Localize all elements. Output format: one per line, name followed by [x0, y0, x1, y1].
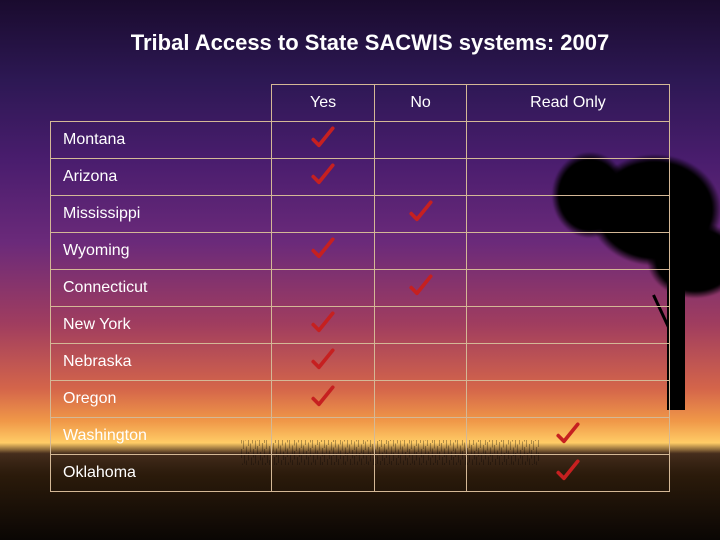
- table-row: Connecticut: [51, 270, 670, 307]
- table-row: Oklahoma: [51, 455, 670, 492]
- no-cell: [375, 455, 467, 492]
- readonly-cell: [466, 122, 669, 159]
- header-no: No: [375, 85, 467, 122]
- yes-cell: [272, 196, 375, 233]
- state-cell: Mississippi: [51, 196, 272, 233]
- slide-title: Tribal Access to State SACWIS systems: 2…: [50, 30, 670, 56]
- header-readonly: Read Only: [466, 85, 669, 122]
- yes-cell: [272, 455, 375, 492]
- yes-cell: [272, 418, 375, 455]
- table-row: Washington: [51, 418, 670, 455]
- readonly-cell: [466, 455, 669, 492]
- table-row: Montana: [51, 122, 670, 159]
- readonly-cell: [466, 307, 669, 344]
- yes-cell: [272, 270, 375, 307]
- yes-cell: [272, 122, 375, 159]
- yes-cell: [272, 344, 375, 381]
- no-cell: [375, 307, 467, 344]
- table-row: Arizona: [51, 159, 670, 196]
- header-yes: Yes: [272, 85, 375, 122]
- yes-cell: [272, 159, 375, 196]
- access-table: Yes No Read Only MontanaArizonaMississip…: [50, 84, 670, 492]
- readonly-cell: [466, 159, 669, 196]
- table-row: Wyoming: [51, 233, 670, 270]
- checkmark-icon: [310, 236, 336, 262]
- no-cell: [375, 122, 467, 159]
- no-cell: [375, 159, 467, 196]
- checkmark-icon: [555, 421, 581, 447]
- checkmark-icon: [555, 458, 581, 484]
- state-cell: Nebraska: [51, 344, 272, 381]
- no-cell: [375, 233, 467, 270]
- yes-cell: [272, 381, 375, 418]
- no-cell: [375, 381, 467, 418]
- state-cell: Washington: [51, 418, 272, 455]
- checkmark-icon: [310, 384, 336, 410]
- state-cell: Connecticut: [51, 270, 272, 307]
- state-cell: Wyoming: [51, 233, 272, 270]
- state-cell: New York: [51, 307, 272, 344]
- checkmark-icon: [408, 199, 434, 225]
- readonly-cell: [466, 233, 669, 270]
- readonly-cell: [466, 418, 669, 455]
- no-cell: [375, 418, 467, 455]
- readonly-cell: [466, 381, 669, 418]
- checkmark-icon: [310, 125, 336, 151]
- checkmark-icon: [408, 273, 434, 299]
- readonly-cell: [466, 344, 669, 381]
- table-row: Mississippi: [51, 196, 670, 233]
- table-row: Nebraska: [51, 344, 670, 381]
- no-cell: [375, 196, 467, 233]
- checkmark-icon: [310, 347, 336, 373]
- yes-cell: [272, 307, 375, 344]
- state-cell: Oregon: [51, 381, 272, 418]
- checkmark-icon: [310, 162, 336, 188]
- no-cell: [375, 344, 467, 381]
- yes-cell: [272, 233, 375, 270]
- table-header-row: Yes No Read Only: [51, 85, 670, 122]
- header-blank: [51, 85, 272, 122]
- readonly-cell: [466, 196, 669, 233]
- state-cell: Oklahoma: [51, 455, 272, 492]
- no-cell: [375, 270, 467, 307]
- readonly-cell: [466, 270, 669, 307]
- table-row: Oregon: [51, 381, 670, 418]
- table-row: New York: [51, 307, 670, 344]
- state-cell: Arizona: [51, 159, 272, 196]
- checkmark-icon: [310, 310, 336, 336]
- state-cell: Montana: [51, 122, 272, 159]
